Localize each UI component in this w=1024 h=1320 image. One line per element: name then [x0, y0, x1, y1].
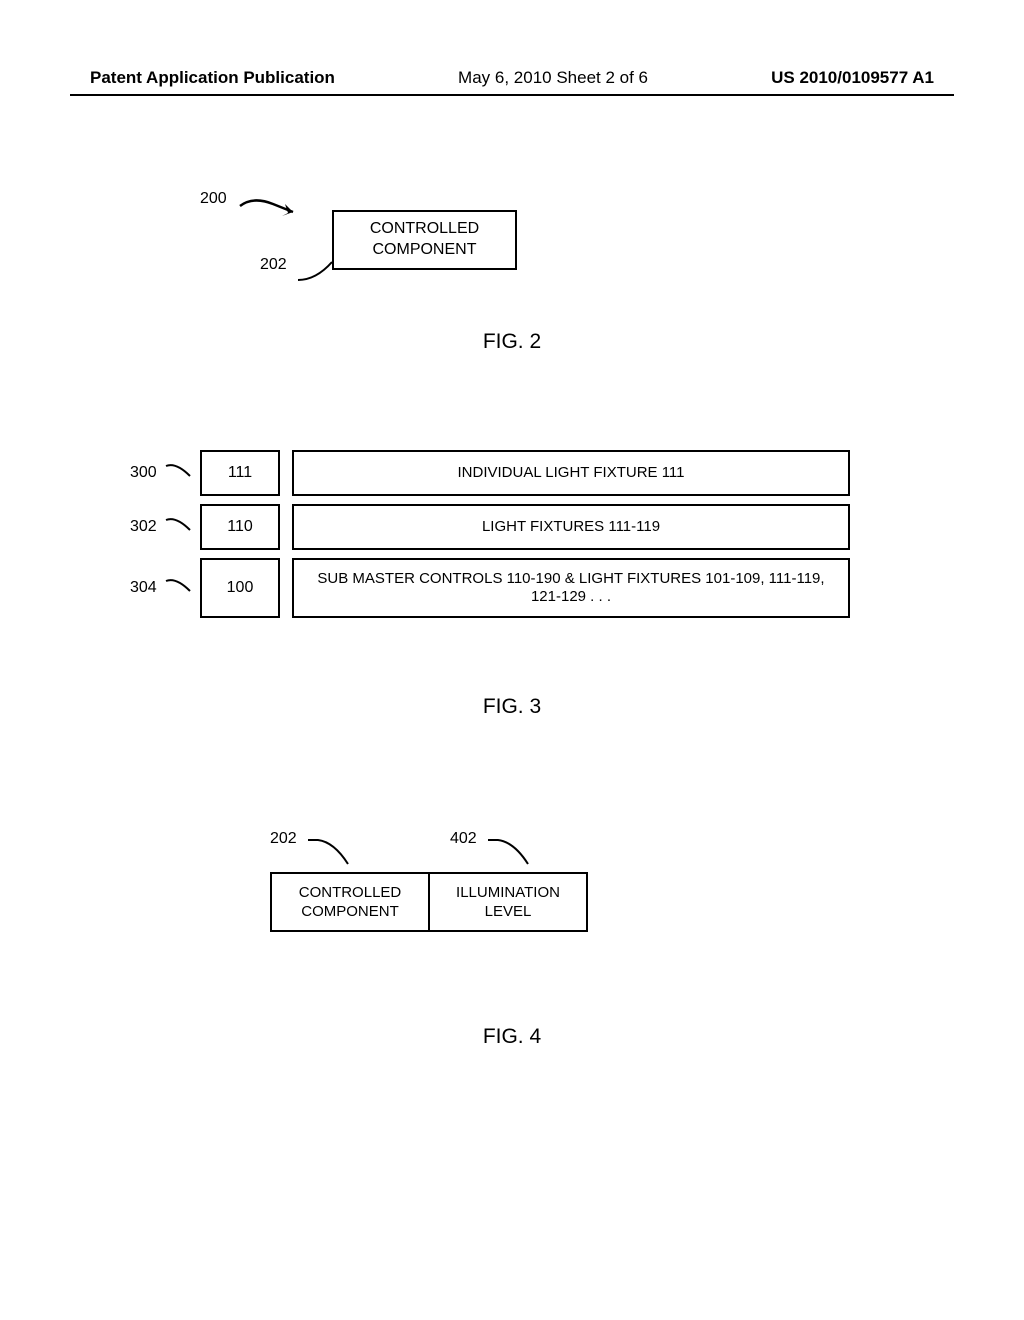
header-publication: Patent Application Publication: [90, 68, 335, 88]
fig4-controlled-component-label: CONTROLLED COMPONENT: [299, 883, 402, 922]
lead-line-300-icon: [164, 460, 194, 484]
fig4-illumination-level-label: ILLUMINATION LEVEL: [456, 883, 560, 922]
lead-line-302-icon: [164, 514, 194, 538]
lead-line-202-icon: [296, 258, 346, 283]
reference-300: 300: [130, 464, 180, 482]
fig3-row-1: 302 110 LIGHT FIXTURES 111-119: [130, 504, 850, 550]
lead-line-402-icon: [486, 836, 536, 866]
controlled-component-box: CONTROLLED COMPONENT: [332, 210, 517, 270]
reference-402: 402: [450, 830, 477, 848]
figure-3: 300 111 INDIVIDUAL LIGHT FIXTURE 111 302…: [130, 450, 850, 626]
reference-300-text: 300: [130, 464, 157, 481]
wide-box-individual-fixture: INDIVIDUAL LIGHT FIXTURE 111: [292, 450, 850, 496]
arrow-200-icon: [238, 194, 308, 224]
fig3-row-2: 304 100 SUB MASTER CONTROLS 110-190 & LI…: [130, 558, 850, 618]
wide-box-sub-master: SUB MASTER CONTROLS 110-190 & LIGHT FIXT…: [292, 558, 850, 618]
wide-box-light-fixtures: LIGHT FIXTURES 111-119: [292, 504, 850, 550]
controlled-component-label: CONTROLLED COMPONENT: [370, 219, 479, 261]
reference-202b: 202: [270, 830, 297, 848]
figure-2-caption: FIG. 2: [0, 330, 1024, 354]
header-patent-number: US 2010/0109577 A1: [771, 68, 934, 88]
reference-202: 202: [260, 256, 287, 274]
lead-line-202b-icon: [306, 836, 356, 866]
reference-302: 302: [130, 518, 180, 536]
fig4-boxes: CONTROLLED COMPONENT ILLUMINATION LEVEL: [270, 872, 670, 932]
fig4-labels: 202 402: [270, 830, 670, 870]
small-box-100: 100: [200, 558, 280, 618]
figure-4-caption: FIG. 4: [0, 1025, 1024, 1049]
page-header: Patent Application Publication May 6, 20…: [0, 68, 1024, 88]
figure-4: 202 402 CONTROLLED COMPONENT ILLUMINATIO…: [270, 830, 670, 932]
header-date-sheet: May 6, 2010 Sheet 2 of 6: [458, 68, 648, 88]
small-box-110: 110: [200, 504, 280, 550]
reference-304-text: 304: [130, 579, 157, 596]
reference-304: 304: [130, 579, 180, 597]
reference-200: 200: [200, 190, 227, 208]
fig4-illumination-level-box: ILLUMINATION LEVEL: [428, 872, 588, 932]
header-divider: [70, 94, 954, 96]
fig3-row-0: 300 111 INDIVIDUAL LIGHT FIXTURE 111: [130, 450, 850, 496]
figure-3-caption: FIG. 3: [0, 695, 1024, 719]
fig4-controlled-component-box: CONTROLLED COMPONENT: [270, 872, 430, 932]
lead-line-304-icon: [164, 575, 194, 599]
small-box-111: 111: [200, 450, 280, 496]
reference-302-text: 302: [130, 518, 157, 535]
